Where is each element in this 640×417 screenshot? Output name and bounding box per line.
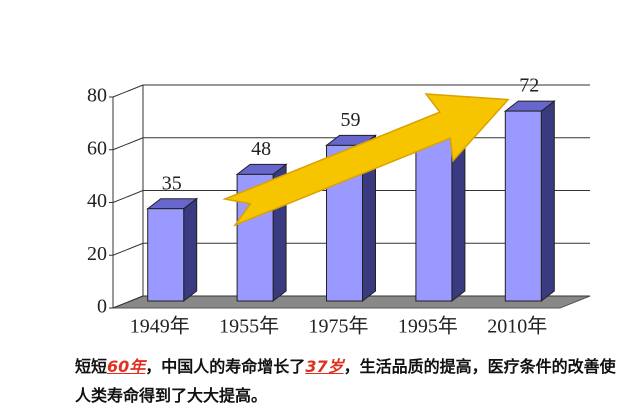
- value-label: 35: [162, 172, 182, 194]
- grid-line: [112, 137, 144, 151]
- y-tick-label: 40: [87, 190, 107, 212]
- trend-arrow: [222, 93, 510, 227]
- y-tick-label: 80: [87, 85, 107, 107]
- y-tick-label: 0: [97, 296, 107, 318]
- x-tick-label: 1975年: [309, 315, 369, 338]
- x-tick-label: 2010年: [487, 315, 547, 338]
- arrow: [222, 93, 510, 227]
- grid-line: [112, 295, 144, 309]
- caption: 短短60年，中国人的寿命增长了37岁，生活品质的提高，医疗条件的改善使人类寿命得…: [75, 352, 623, 410]
- caption-text: 短短: [75, 357, 108, 376]
- x-tick-label: 1995年: [398, 315, 458, 338]
- value-label: 59: [341, 109, 361, 131]
- bar-side: [540, 100, 555, 303]
- y-tick-label: 20: [87, 243, 107, 265]
- bar: [504, 110, 542, 302]
- grid-line: [112, 84, 144, 98]
- chart: 0 20 40 60 80 1949年 1955年 1975年 1995年 2010年 35 48 5…: [87, 75, 591, 338]
- bar-side: [183, 197, 198, 303]
- value-label: 72: [519, 75, 539, 97]
- x-tick-label: 1955年: [219, 315, 279, 338]
- caption-highlight: 60年: [107, 357, 146, 376]
- bar: [147, 208, 185, 302]
- caption-text: ，中国人的寿命增长了: [145, 357, 306, 376]
- caption-text: ，生活品质的提高，医疗条件的改善使人类寿命得到了大大提高。: [75, 357, 616, 405]
- y-tick-label: 60: [87, 137, 107, 159]
- caption-highlight: 37岁: [305, 357, 344, 376]
- bar: [415, 126, 453, 302]
- x-tick-label: 1949年: [130, 315, 190, 338]
- grid-line: [112, 242, 144, 256]
- value-label: 48: [251, 138, 271, 160]
- grid-line: [112, 190, 144, 203]
